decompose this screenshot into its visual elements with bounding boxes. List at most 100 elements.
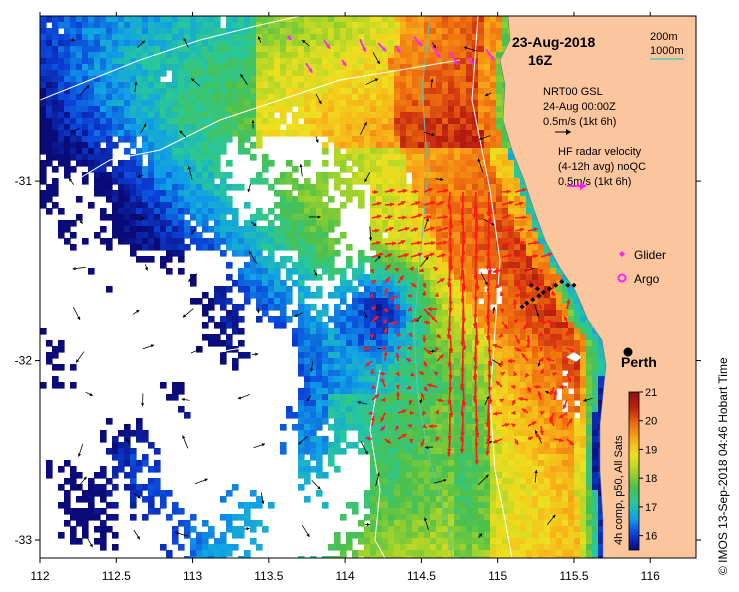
glider-point bbox=[540, 289, 546, 295]
vector-arrow bbox=[562, 399, 568, 410]
glider-point bbox=[559, 279, 565, 285]
vector-arrow bbox=[365, 78, 379, 85]
vector-arrow bbox=[194, 478, 208, 485]
vector-arrow bbox=[311, 479, 321, 490]
vector-arrow bbox=[126, 438, 130, 445]
vector-arrow bbox=[363, 311, 368, 319]
vector-arrow bbox=[534, 384, 542, 390]
vector-arrow bbox=[552, 345, 558, 351]
vector-arrow bbox=[524, 372, 530, 378]
vector-arrow bbox=[514, 253, 526, 258]
vector-arrow bbox=[423, 187, 433, 193]
perth-marker bbox=[623, 347, 633, 357]
vector-arrow bbox=[423, 517, 429, 530]
vector-arrow bbox=[132, 309, 140, 315]
vector-arrow bbox=[132, 492, 142, 499]
vector-arrow bbox=[251, 352, 259, 356]
nrt-label-line3: 0.5m/s (1kt 6h) bbox=[543, 116, 616, 128]
vector-arrow bbox=[449, 51, 459, 66]
vector-arrow bbox=[521, 352, 529, 362]
vector-arrow bbox=[187, 273, 198, 283]
glider-point bbox=[534, 286, 540, 292]
vector-arrow bbox=[564, 359, 570, 364]
vector-arrow bbox=[396, 345, 402, 351]
vector-arrow bbox=[72, 266, 86, 271]
vector-arrow bbox=[513, 371, 518, 377]
vector-arrow bbox=[492, 343, 503, 349]
vector-arrow bbox=[427, 383, 438, 388]
vector-arrow bbox=[369, 369, 375, 375]
vector-arrow bbox=[523, 321, 529, 330]
vector-arrow bbox=[549, 304, 555, 310]
vector-arrow bbox=[410, 189, 419, 194]
vector-arrow bbox=[313, 269, 318, 277]
vector-arrow bbox=[566, 299, 571, 310]
vector-arrow bbox=[286, 35, 292, 41]
vector-arrow bbox=[566, 438, 575, 446]
vector-arrow bbox=[360, 441, 368, 455]
x-tick-label: 112 bbox=[30, 569, 49, 583]
vector-arrow bbox=[421, 410, 427, 416]
isobath-contours bbox=[40, 16, 513, 558]
vector-arrow bbox=[545, 390, 551, 395]
vector-arrow bbox=[394, 425, 400, 431]
x-tick-label: 115.5 bbox=[559, 569, 588, 583]
vector-arrow bbox=[384, 202, 395, 207]
vector-arrow bbox=[371, 214, 382, 219]
vector-arrow bbox=[566, 373, 572, 383]
colorbar: 16 17 18 19 20 21 bbox=[628, 387, 657, 551]
vector-arrow bbox=[514, 334, 521, 345]
colorbar-tick-label: 20 bbox=[645, 416, 657, 428]
vector-arrow bbox=[140, 123, 147, 134]
vector-arrow bbox=[498, 332, 504, 338]
vector-arrow bbox=[553, 390, 558, 401]
vector-arrow bbox=[409, 410, 415, 416]
vector-arrow bbox=[433, 371, 439, 377]
vector-arrow bbox=[477, 158, 484, 173]
vector-arrow bbox=[551, 290, 556, 297]
vector-arrow bbox=[510, 422, 516, 428]
vector-arrow bbox=[375, 472, 380, 487]
vector-arrow bbox=[494, 282, 503, 289]
vector-arrow bbox=[552, 333, 557, 338]
vector-arrow bbox=[244, 527, 250, 531]
vector-arrow bbox=[512, 299, 518, 310]
vector-arrow bbox=[256, 307, 260, 314]
vector-arrow bbox=[139, 216, 145, 222]
vector-arrow bbox=[371, 240, 381, 246]
x-tick-label: 115 bbox=[488, 569, 507, 583]
vector-arrow bbox=[396, 332, 401, 338]
vector-arrow bbox=[187, 166, 193, 180]
vector-arrow bbox=[511, 399, 517, 406]
colorbar-label: 4h comp, p50, All Sats bbox=[613, 435, 625, 545]
vector-arrow bbox=[248, 250, 258, 264]
vector-arrow bbox=[397, 409, 407, 414]
vector-arrow bbox=[247, 183, 251, 193]
vector-arrow bbox=[142, 344, 155, 350]
vector-arrow bbox=[431, 42, 437, 49]
vector-arrow bbox=[459, 438, 465, 454]
vector-arrow bbox=[380, 345, 386, 351]
vector-arrow bbox=[301, 524, 310, 538]
vector-arrow bbox=[526, 386, 531, 393]
vector-arrow bbox=[371, 279, 377, 285]
glider-point bbox=[528, 282, 534, 288]
vector-arrow bbox=[436, 200, 445, 206]
vector-arrow bbox=[546, 514, 556, 525]
vector-arrow bbox=[364, 522, 371, 527]
vector-arrow bbox=[383, 288, 389, 297]
vector-arrow bbox=[371, 384, 376, 390]
vector-arrow bbox=[538, 269, 544, 274]
vector-arrow bbox=[394, 267, 400, 273]
vector-arrow bbox=[433, 478, 447, 484]
vector-arrow bbox=[75, 351, 85, 363]
isobath-200m-contour bbox=[471, 16, 513, 558]
colorbar-tick-label: 17 bbox=[645, 502, 657, 514]
vector-arrow bbox=[251, 120, 255, 129]
glider-point bbox=[530, 297, 536, 303]
vector-arrow bbox=[371, 393, 380, 401]
vector-arrow bbox=[418, 371, 425, 376]
vector-arrow bbox=[381, 397, 386, 403]
vector-arrow bbox=[136, 40, 146, 48]
vector-arrow bbox=[237, 394, 250, 400]
